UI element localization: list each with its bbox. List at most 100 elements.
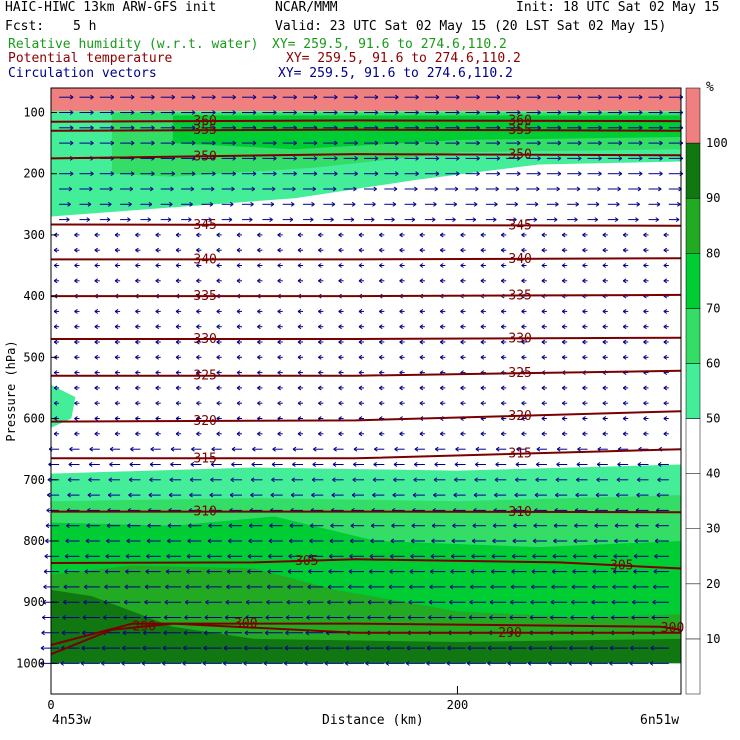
vector-arrow-head <box>602 400 607 406</box>
vector-arrow-head <box>655 217 660 223</box>
vector-arrow-head <box>561 263 566 268</box>
colorbar-label: 50 <box>706 412 720 426</box>
vector-arrow-head <box>263 660 268 666</box>
vector-arrow-head <box>212 140 216 146</box>
vector-arrow-head <box>496 140 501 146</box>
vector-arrow-head <box>277 354 281 360</box>
vector-arrow-head <box>318 400 322 406</box>
y-axis-label: Pressure (hPa) <box>4 340 18 441</box>
vector-arrow-head <box>508 645 512 651</box>
vector-arrow-head <box>616 477 621 483</box>
vector-arrow-head <box>184 599 189 605</box>
vector-arrow-head <box>163 615 168 620</box>
vector-arrow-head <box>292 446 297 452</box>
vector-arrow-head <box>622 232 627 238</box>
vector-arrow-head <box>521 385 525 391</box>
vector-arrow-head <box>500 247 505 253</box>
vector-arrow-head <box>334 171 338 177</box>
vector-arrow-head <box>643 354 647 360</box>
vector-arrow-head <box>491 553 496 559</box>
vector-arrow-head <box>495 462 499 467</box>
vector-arrow-head <box>473 492 478 498</box>
vector-arrow-head <box>395 110 399 115</box>
vector-arrow-head <box>224 615 229 620</box>
vector-arrow-head <box>196 232 200 238</box>
vector-arrow-head <box>74 431 78 437</box>
vector-arrow-head <box>470 569 475 574</box>
colorbar-cell <box>685 363 701 419</box>
vector-arrow-head <box>602 232 607 238</box>
x-tick-label: 200 <box>447 698 469 712</box>
vector-arrow-head <box>268 538 273 544</box>
vector-arrow-head <box>663 385 668 391</box>
vector-arrow-head <box>643 232 647 238</box>
vector-arrow-head <box>643 309 647 314</box>
vector-arrow-head <box>68 462 73 467</box>
vector-arrow-head <box>144 584 149 590</box>
vector-arrow-head <box>164 599 169 605</box>
vector-arrow-head <box>69 140 74 146</box>
vector-arrow-head <box>358 400 363 406</box>
vector-arrow-head <box>393 462 398 467</box>
theta-contour-335 <box>51 293 682 298</box>
vector-arrow-head <box>582 431 586 437</box>
vector-arrow-head <box>151 94 155 100</box>
vector-arrow-head <box>309 217 314 223</box>
y-tick-label: 200 <box>23 167 45 181</box>
vector-arrow-head <box>453 492 457 498</box>
vector-arrow-head <box>155 354 160 360</box>
vector-arrow-head <box>551 569 556 574</box>
vector-arrow-head <box>311 477 316 483</box>
axes-layer: 100 200 300 400 500 600 700 800 900 1000 0 200 Press… <box>4 105 468 712</box>
vector-arrow-head <box>297 278 302 284</box>
vector-arrow-head <box>570 599 575 605</box>
vector-arrow-head <box>550 615 554 620</box>
vector-arrow-head <box>415 94 419 100</box>
vector-arrow-head <box>582 400 586 406</box>
vector-arrow-head <box>354 155 358 161</box>
vector-arrow-head <box>146 553 150 559</box>
vector-arrow-head <box>622 416 627 421</box>
vector-arrow-head <box>385 660 390 666</box>
vector-arrow-head <box>480 385 485 391</box>
vector-arrow-head <box>460 324 464 330</box>
vector-arrow-head <box>409 584 413 590</box>
vector-arrow-head <box>353 186 357 192</box>
vector-arrow-head <box>536 186 540 192</box>
vector-arrow-head <box>419 400 424 406</box>
vector-arrow-head <box>643 263 647 268</box>
vector-arrow-head <box>334 155 338 161</box>
vector-arrow-head <box>439 263 444 268</box>
vector-arrow-head <box>453 201 458 207</box>
vector-arrow-head <box>273 171 277 177</box>
vector-arrow-head <box>69 94 74 100</box>
vector-arrow-head <box>74 278 78 284</box>
vector-arrow-head <box>596 462 601 467</box>
vector-arrow-head <box>638 155 643 161</box>
vector-arrow-head <box>358 354 363 360</box>
colorbar-label: 40 <box>706 467 720 481</box>
vector-arrow-head <box>541 400 546 406</box>
vector-arrow-head <box>663 247 668 253</box>
vector-arrow-head <box>591 584 596 590</box>
vector-arrow-head <box>405 660 410 666</box>
fcst-value: 5 h <box>73 19 97 34</box>
vector-arrow-head <box>431 523 436 529</box>
vector-arrow-head <box>553 217 558 223</box>
vector-arrow-head <box>561 247 566 253</box>
vector-arrow-head <box>635 523 639 529</box>
vector-arrow-head <box>248 538 252 544</box>
vector-arrow-head <box>521 278 525 284</box>
vector-arrow-head <box>572 553 577 559</box>
vector-arrow-head <box>85 553 89 559</box>
vector-arrow-head <box>358 324 363 330</box>
vector-arrow-head <box>318 431 322 437</box>
vector-arrow-head <box>141 660 146 666</box>
vector-arrow-head <box>53 309 58 314</box>
vector-arrow-head <box>304 645 309 651</box>
vector-arrow-head <box>94 431 99 437</box>
vector-arrow-head <box>129 186 134 192</box>
vector-arrow-head <box>394 446 398 452</box>
vector-arrow-head <box>365 660 369 666</box>
vector-arrow-head <box>226 584 230 590</box>
